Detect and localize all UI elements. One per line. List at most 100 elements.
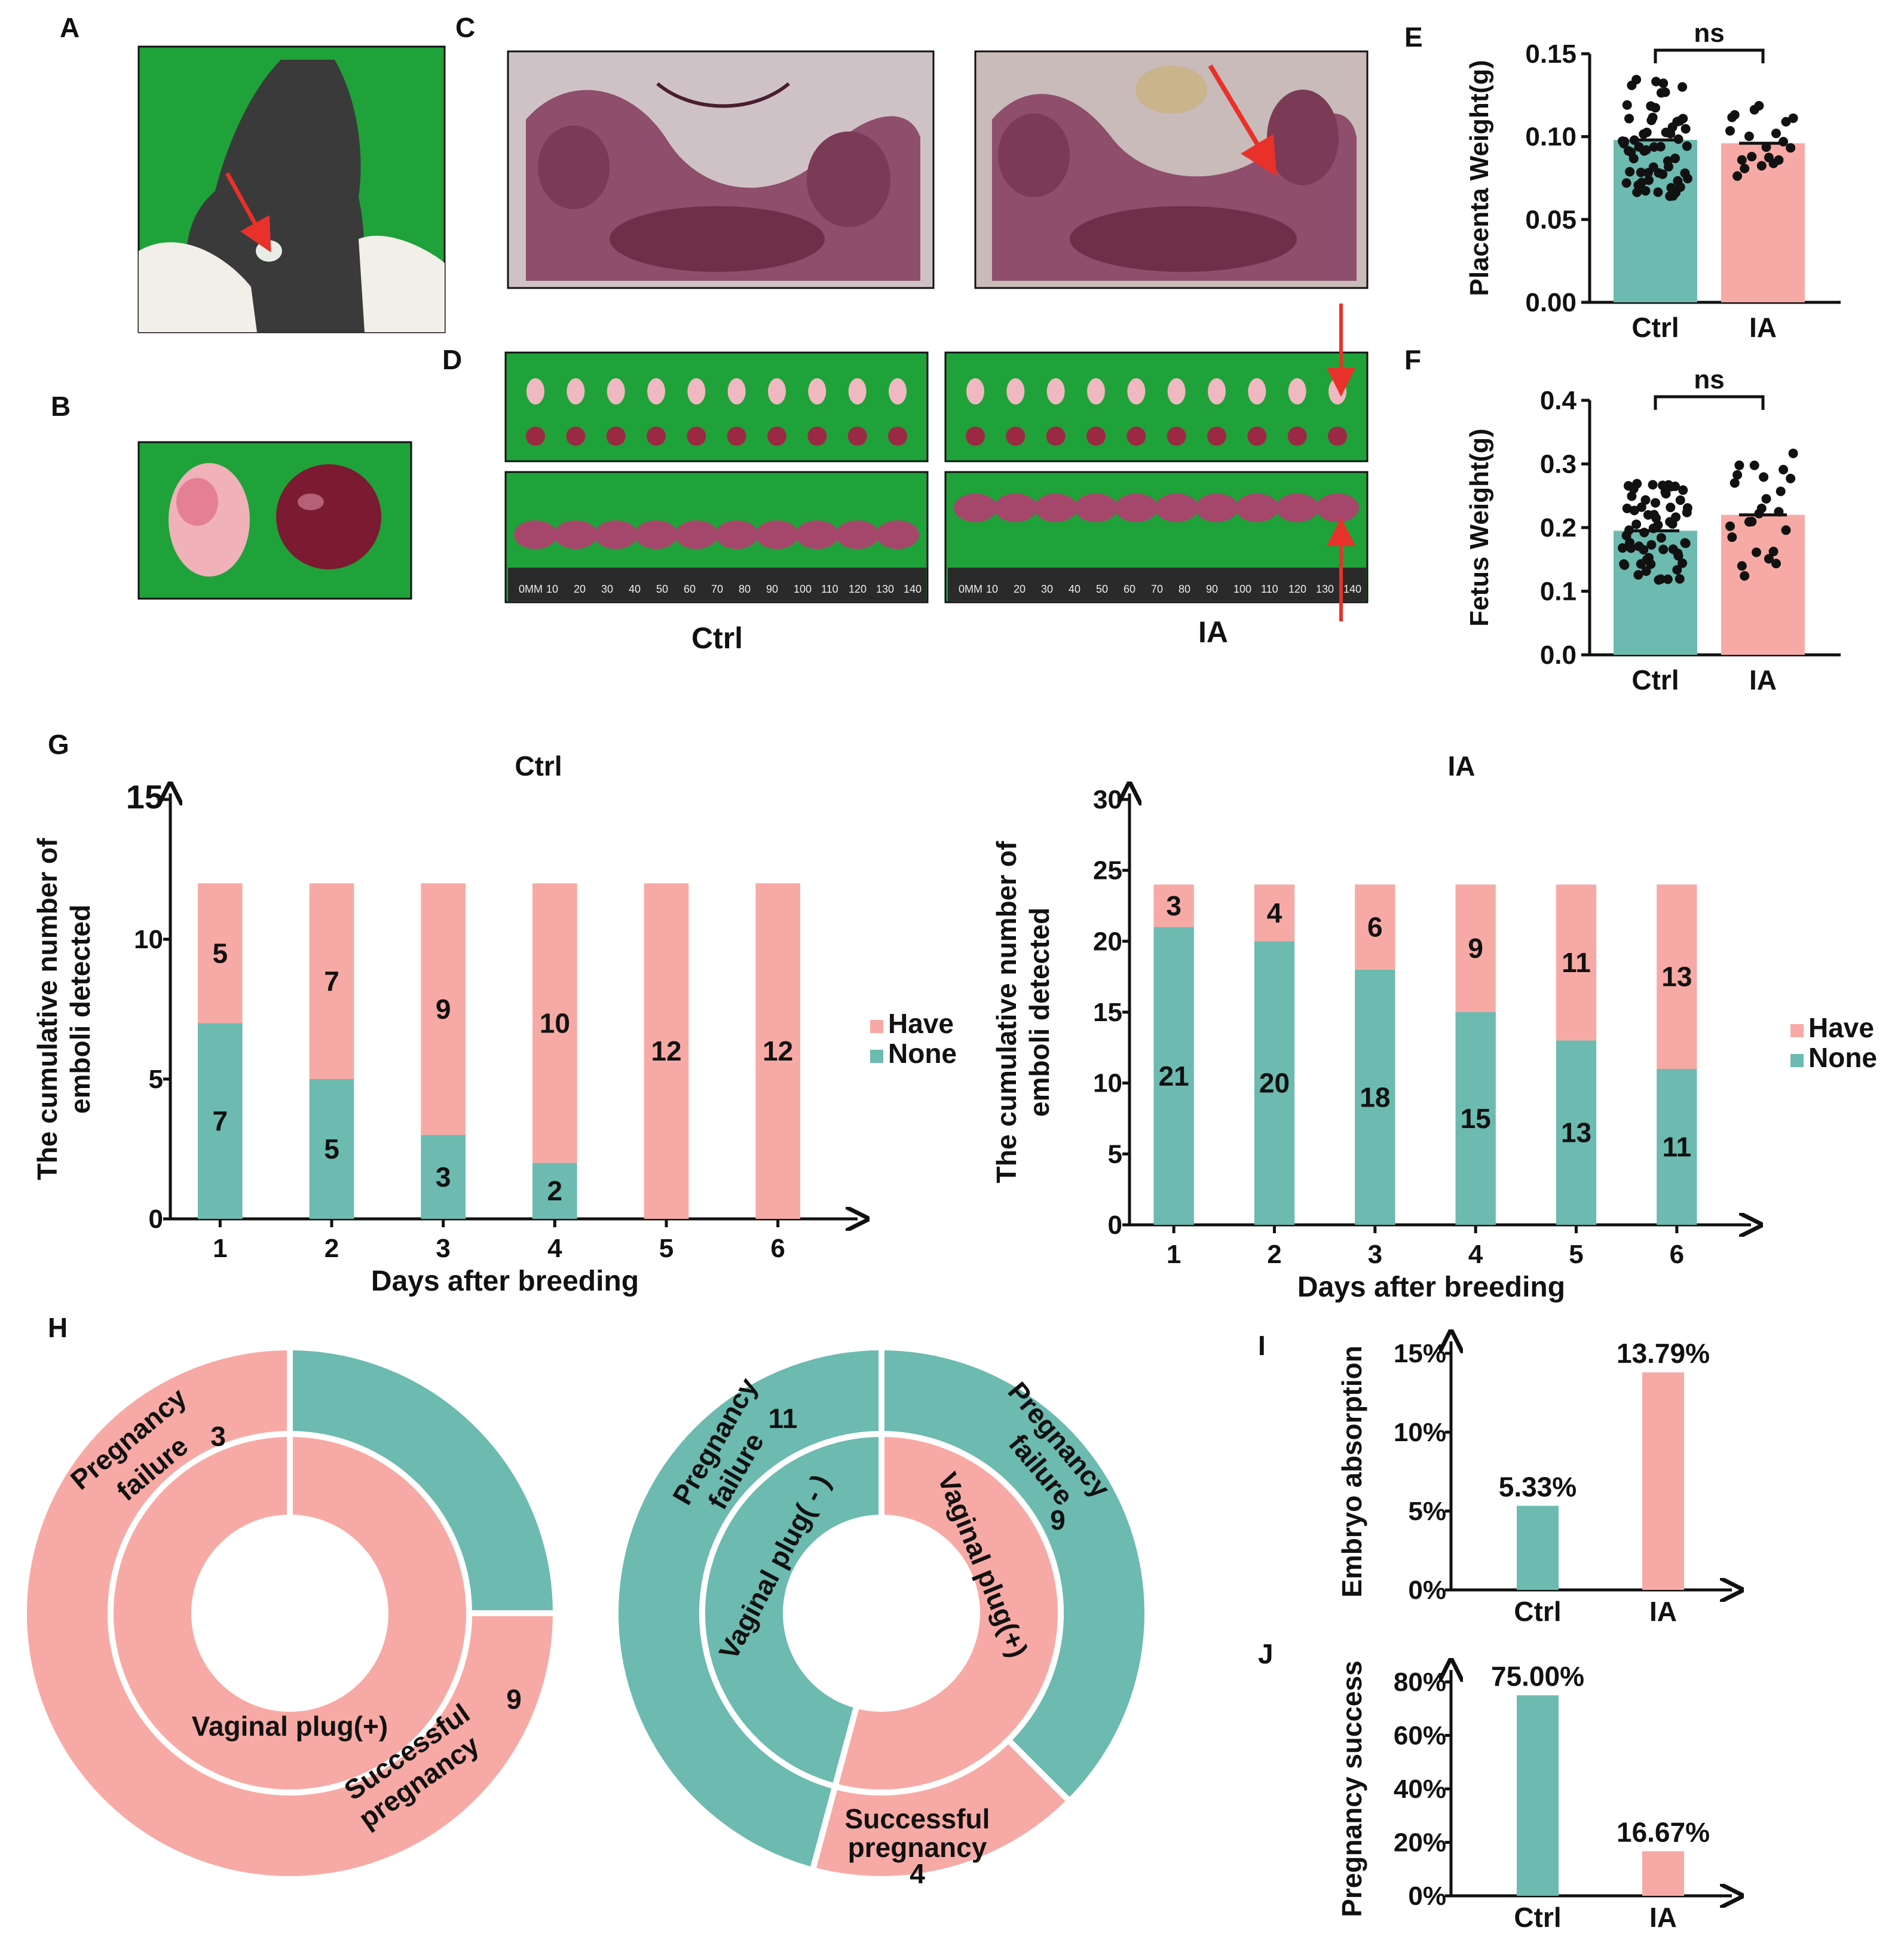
G-ia-data-label: 11 [1663, 1131, 1692, 1162]
H-ctrl-slice [108, 1430, 472, 1795]
mouse-photo [137, 45, 446, 333]
F-point [1665, 517, 1675, 527]
F-point [1640, 495, 1651, 505]
I-bar-Ctrl [1517, 1506, 1559, 1590]
G-ctrl-tick-label: 15 [126, 778, 163, 816]
ruler-tick-label: 40 [1069, 583, 1080, 595]
G-ia-bar-have-2 [1254, 884, 1295, 942]
F-point [1752, 547, 1761, 557]
uterus-photo-ctrl [507, 50, 935, 289]
F-point [1639, 545, 1649, 555]
G-ia-bar-none-4 [1455, 1012, 1496, 1225]
F-point [1618, 543, 1627, 553]
E-point [1619, 139, 1629, 149]
I-x-label: Ctrl [1514, 1596, 1561, 1627]
F-point [1672, 565, 1682, 575]
G-ctrl-legend-swatch [870, 1050, 883, 1063]
uterus-bead [594, 520, 638, 549]
fetus-dot [727, 378, 746, 404]
F-point [1622, 503, 1632, 513]
E-y-label: Placenta Weight(g) [1465, 60, 1494, 296]
uterus-bead [715, 520, 758, 549]
ruler-tick-label: 60 [684, 583, 696, 595]
uterus-bead [876, 520, 919, 549]
G-ia-data-label: 6 [1367, 912, 1383, 943]
E-tick-label: 0.05 [1525, 205, 1577, 234]
placenta-dot [1207, 427, 1226, 446]
G-ctrl-bar-none-3 [421, 1135, 466, 1219]
I-y-label: Embryo absorption [1336, 1346, 1367, 1598]
G-ctrl-y-label: The cumulative number of [32, 838, 63, 1180]
E-point [1771, 128, 1781, 139]
ruler-tick-label: 110 [1261, 583, 1278, 595]
G-ctrl-legend-swatch [870, 1020, 883, 1033]
E-point [1732, 171, 1743, 181]
E-point [1644, 175, 1654, 185]
F-point [1786, 473, 1796, 483]
F-point [1776, 486, 1786, 497]
fetus-dot [526, 378, 544, 404]
ruler-tick-label: 140 [904, 583, 922, 595]
E-tick-label: 0.15 [1525, 39, 1577, 69]
E-point [1636, 167, 1646, 177]
uterus-bead [1115, 494, 1158, 522]
panel-label-g: G [48, 729, 69, 760]
G-ia-x-tick-label: 3 [1368, 1240, 1382, 1269]
G-ia-x-tick-label: 2 [1267, 1240, 1281, 1269]
E-point [1737, 155, 1747, 165]
E-point [1779, 137, 1789, 147]
placenta-dot [1287, 427, 1307, 446]
caption-ctrl: Ctrl [691, 621, 743, 655]
G-ia-data-label: 9 [1468, 933, 1483, 964]
F-point [1670, 481, 1680, 491]
G-ctrl-data-label: 10 [540, 1007, 570, 1038]
F-point [1619, 559, 1629, 569]
G-ia-legend-swatch [1790, 1054, 1804, 1067]
E-point [1754, 100, 1764, 111]
placenta-dot [1046, 427, 1066, 446]
E-significance: ns [1694, 19, 1724, 48]
panel-label-d: D [442, 344, 462, 375]
F-point [1653, 520, 1663, 530]
fetus-dot [1328, 378, 1346, 404]
F-point [1732, 470, 1743, 480]
ruler-tick-label: 0MM [519, 583, 543, 595]
G-ia-data-label: 18 [1360, 1081, 1390, 1113]
H-ia-label: 9 [1050, 1504, 1066, 1536]
I-value-label: 13.79% [1617, 1338, 1710, 1369]
G-ctrl-x-tick-label: 4 [547, 1234, 562, 1263]
I-value-label: 5.33% [1499, 1471, 1577, 1502]
ruler-tick-label: 70 [711, 583, 723, 595]
F-point [1673, 548, 1683, 559]
J-x-label: IA [1649, 1902, 1677, 1933]
G-ctrl-legend-label: Have [888, 1008, 954, 1039]
ruler-tick-label: 50 [1096, 583, 1108, 595]
G-ia-tick-label: 25 [1093, 856, 1122, 885]
F-point [1641, 566, 1651, 576]
F-point [1633, 570, 1643, 580]
fetus-dot [567, 378, 585, 404]
H-ia-slice [699, 1430, 884, 1790]
E-point [1655, 142, 1666, 152]
F-point [1768, 547, 1779, 557]
G-ia-title: IA [1448, 750, 1476, 782]
fetus-dot [848, 378, 867, 404]
placenta-dot [1006, 427, 1026, 446]
ruler-tick-label: 100 [794, 583, 812, 595]
I-tick-label: 15% [1394, 1339, 1446, 1368]
G-ctrl-bar-have-1 [198, 883, 243, 1023]
G-ctrl-y-label: emboli detected [65, 905, 96, 1114]
fetus-dot [1288, 378, 1306, 404]
F-point [1623, 481, 1633, 491]
E-point [1633, 180, 1643, 190]
panel-label-e: E [1404, 22, 1423, 53]
ruler-tick-label: 0MM [959, 583, 982, 595]
uterus-bead [635, 520, 678, 549]
G-ia-data-label: 13 [1661, 961, 1692, 992]
G-ia-x-tick-label: 1 [1167, 1240, 1181, 1269]
I-bar-IA [1642, 1372, 1684, 1590]
E-point [1651, 103, 1660, 113]
G-ia-data-label: 20 [1259, 1068, 1290, 1099]
placenta-dot [767, 427, 786, 446]
G-ctrl-tick-label: 5 [149, 1065, 163, 1094]
